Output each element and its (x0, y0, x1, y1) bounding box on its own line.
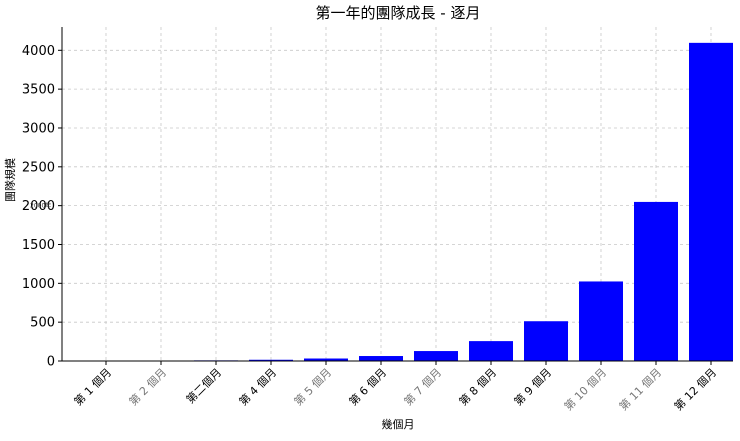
grid (62, 27, 733, 362)
bars (84, 42, 733, 362)
x-axis-label: 幾個月 (382, 418, 415, 431)
x-tick-label: 第 6 個月 (346, 365, 389, 408)
x-tick-label: 第 11 個月 (616, 365, 664, 413)
x-tick-label: 第 12 個月 (671, 365, 719, 413)
bar (469, 341, 513, 361)
x-tick-label: 第 9 個月 (511, 365, 554, 408)
y-tick-label: 3500 (22, 83, 55, 98)
bar (689, 42, 733, 361)
x-tick-label: 第 4 個月 (236, 365, 279, 408)
bar (579, 281, 623, 361)
bar (634, 201, 678, 361)
bar (414, 351, 458, 361)
y-tick-label: 2000 (22, 199, 55, 214)
x-tick-label: 第 1 個月 (71, 365, 114, 408)
x-tick-label: 第二個月 (183, 365, 224, 406)
x-tick-label: 第 10 個月 (561, 365, 609, 413)
x-tick-label: 第 8 個月 (456, 365, 499, 408)
annotations: 2000年 (30, 202, 51, 210)
annotation-label: 2000年 (30, 202, 51, 210)
y-tick-label: 500 (30, 316, 55, 331)
x-tick-label: 第 7 個月 (401, 365, 444, 408)
y-axis-label: 團隊規模 (3, 158, 17, 202)
y-tick-label: 0 (47, 355, 55, 370)
bar (249, 359, 293, 361)
y-ticks: 0 500 1000 1500 2000 2500 3000 3500 4000 (22, 44, 62, 370)
x-tick-label: 第 5 個月 (291, 365, 334, 408)
y-tick-label: 4000 (22, 44, 55, 59)
x-tick-label: 第 2 個月 (126, 365, 169, 408)
y-tick-label: 2500 (22, 160, 55, 175)
axes (61, 27, 733, 362)
y-tick-label: 1000 (22, 277, 55, 292)
y-tick-label: 1500 (22, 238, 55, 253)
bar (304, 358, 348, 361)
bar (524, 321, 568, 361)
y-tick-label: 3000 (22, 121, 55, 136)
chart-title: 第一年的團隊成長 - 逐月 (316, 4, 481, 22)
bar (359, 356, 403, 361)
x-ticks: 第 1 個月第 2 個月 第二個月第 4 個月第 5 個月第 6 個月第 7 個月… (71, 361, 719, 413)
